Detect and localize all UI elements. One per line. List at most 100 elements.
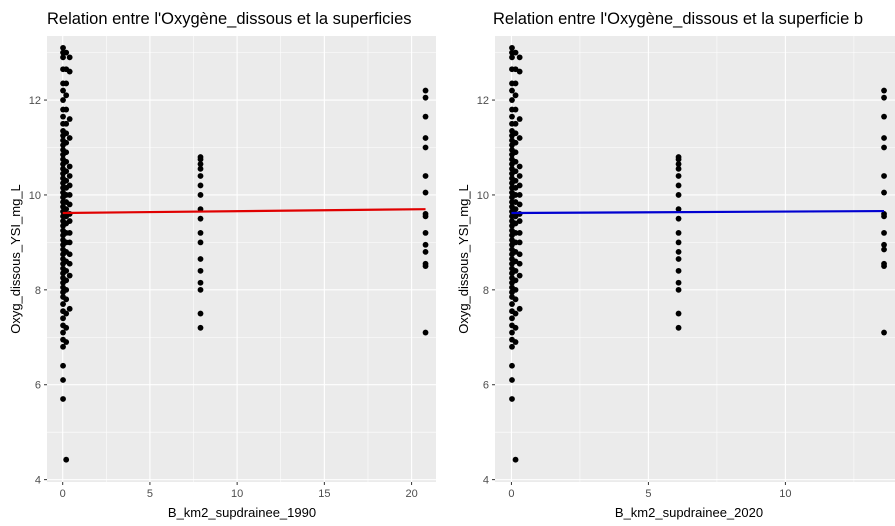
left-data-point bbox=[197, 310, 204, 317]
left-y-tick-label: 12 bbox=[29, 95, 41, 107]
right-data-point bbox=[509, 329, 515, 336]
right-data-point bbox=[516, 192, 523, 198]
left-data-point bbox=[63, 130, 70, 137]
right-data-point bbox=[675, 248, 682, 255]
right-data-point bbox=[881, 189, 887, 196]
left-data-point bbox=[422, 94, 429, 101]
right-data-point bbox=[675, 286, 682, 293]
left-data-point bbox=[66, 182, 73, 189]
right-data-point bbox=[881, 113, 887, 120]
left-plot-area: 0 5 10 15 20 4 6 8 10 12 bbox=[29, 36, 436, 500]
left-data-point bbox=[422, 230, 429, 236]
right-data-point bbox=[512, 286, 519, 293]
right-data-point bbox=[509, 301, 515, 307]
right-data-point bbox=[675, 279, 682, 286]
right-data-point bbox=[675, 161, 682, 168]
left-data-point bbox=[197, 192, 204, 198]
right-data-point bbox=[675, 173, 682, 179]
right-plot-title: Relation entre l'Oxygène_dissous et la s… bbox=[493, 10, 863, 28]
right-data-point bbox=[512, 80, 519, 87]
right-data-point bbox=[675, 267, 682, 274]
left-y-tick-label: 10 bbox=[29, 190, 41, 202]
right-data-point bbox=[675, 182, 682, 189]
left-data-point bbox=[63, 139, 70, 146]
right-data-point bbox=[675, 192, 682, 198]
right-data-point bbox=[516, 251, 523, 258]
right-y-tick-label: 6 bbox=[483, 380, 489, 392]
left-x-tick-label: 0 bbox=[60, 488, 66, 500]
right-data-point bbox=[512, 239, 519, 246]
left-data-point bbox=[60, 396, 66, 402]
right-regression-line bbox=[511, 209, 885, 215]
left-data-point bbox=[63, 339, 70, 345]
right-data-point bbox=[512, 339, 519, 345]
left-data-point bbox=[63, 267, 70, 274]
right-data-point bbox=[512, 168, 519, 175]
right-data-point bbox=[509, 113, 515, 120]
left-data-point bbox=[63, 206, 70, 213]
left-data-point bbox=[197, 161, 204, 168]
right-data-point bbox=[516, 173, 523, 179]
right-data-point bbox=[675, 206, 682, 213]
left-y-tick-label: 8 bbox=[35, 285, 41, 297]
right-data-point bbox=[675, 230, 682, 236]
right-data-point bbox=[881, 329, 887, 336]
left-data-point bbox=[422, 113, 429, 120]
right-x-axis-title: B_km2_supdrainee_2020 bbox=[615, 505, 763, 520]
left-x-tick-label: 15 bbox=[318, 488, 330, 500]
left-data-point bbox=[66, 68, 73, 75]
left-data-point bbox=[66, 173, 73, 179]
left-data-point bbox=[66, 192, 73, 198]
right-data-point bbox=[512, 106, 519, 113]
left-data-point bbox=[66, 163, 73, 170]
left-data-point bbox=[63, 80, 70, 87]
left-data-point bbox=[197, 286, 204, 293]
right-data-point bbox=[512, 158, 519, 165]
right-data-point bbox=[881, 211, 887, 217]
right-data-point bbox=[675, 310, 682, 317]
left-data-point bbox=[60, 315, 66, 322]
left-data-point bbox=[422, 329, 429, 336]
right-data-point bbox=[881, 260, 887, 267]
left-data-point bbox=[197, 239, 204, 246]
right-data-point bbox=[512, 92, 519, 99]
left-data-point bbox=[197, 324, 204, 331]
left-panel-background bbox=[47, 36, 436, 482]
right-data-point bbox=[512, 456, 519, 463]
right-plot-area: 0 5 10 4 6 8 10 12 bbox=[477, 36, 895, 500]
left-data-point bbox=[60, 97, 66, 103]
left-data-point bbox=[60, 329, 66, 336]
right-x-tick-label: 5 bbox=[645, 488, 651, 500]
left-data-point bbox=[66, 201, 73, 208]
right-data-point bbox=[881, 87, 887, 94]
left-data-point bbox=[197, 267, 204, 274]
left-y-tick-label: 4 bbox=[35, 475, 41, 487]
left-x-tick-label: 5 bbox=[147, 488, 153, 500]
right-data-point bbox=[675, 165, 682, 172]
left-data-point bbox=[63, 106, 70, 113]
left-data-point bbox=[63, 277, 70, 284]
right-data-point bbox=[516, 260, 523, 267]
right-data-point bbox=[509, 377, 515, 383]
right-y-tick-label: 4 bbox=[483, 475, 489, 487]
right-plot: 0 5 10 4 6 8 10 12 Relation entre l'Oxygène_dis… bbox=[456, 10, 895, 520]
right-data-point bbox=[881, 135, 887, 141]
right-x-tick-label: 10 bbox=[779, 488, 791, 500]
right-panel-background bbox=[495, 36, 895, 482]
left-data-point bbox=[63, 158, 70, 165]
right-data-point bbox=[881, 144, 887, 151]
right-data-point bbox=[512, 120, 519, 127]
right-data-point bbox=[516, 163, 523, 170]
left-data-point bbox=[60, 362, 66, 369]
left-data-point bbox=[422, 189, 429, 196]
left-data-point bbox=[60, 113, 66, 120]
right-data-point bbox=[675, 239, 682, 246]
left-data-point bbox=[66, 54, 73, 61]
right-data-point bbox=[516, 54, 523, 61]
right-data-point bbox=[512, 206, 519, 213]
right-data-point bbox=[516, 68, 523, 75]
left-data-point bbox=[197, 256, 204, 262]
left-data-point bbox=[60, 87, 66, 94]
left-plot-title: Relation entre l'Oxygène_dissous et la s… bbox=[47, 10, 412, 28]
